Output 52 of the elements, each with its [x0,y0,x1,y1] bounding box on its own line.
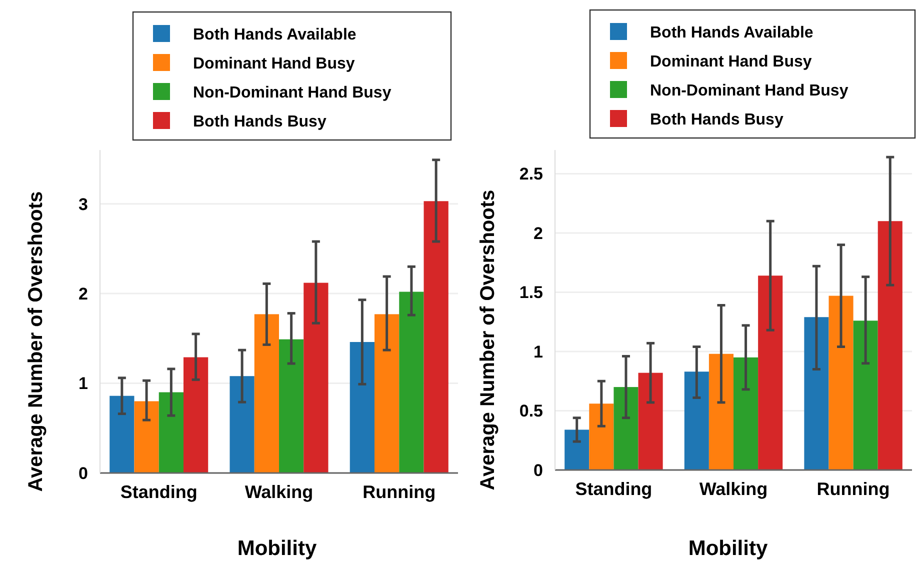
bar [804,317,829,470]
y-tick-label: 3 [78,194,88,214]
y-axis-title: Average Number of Overshoots [477,190,499,490]
y-tick-label: 1.5 [519,283,543,302]
x-tick-label: Running [362,482,436,502]
bar [350,342,375,473]
legend-label: Dominant Hand Busy [650,54,812,71]
bar [853,320,878,470]
bar [684,372,709,470]
x-axis-title: Mobility [688,537,768,560]
bar [589,404,614,470]
bar [758,276,783,470]
x-axis-title: Mobility [237,537,317,560]
bar [110,396,134,473]
x-tick-label: Walking [699,479,768,499]
y-tick-label: 0.5 [519,402,543,421]
bar [828,296,854,470]
bar [158,392,184,473]
y-tick-label: 2 [78,284,88,304]
bar [254,314,279,473]
x-tick-label: Standing [120,482,198,502]
bar [564,430,590,470]
y-tick-label: 2 [534,224,543,243]
bar [614,387,638,470]
bar [424,201,448,473]
y-tick-label: 2.5 [519,164,543,184]
bar [399,292,424,473]
y-tick-label: 1 [534,342,543,362]
bar [134,401,159,473]
bar [230,376,254,473]
legend-label: Both Hands Available [650,24,814,42]
bar [708,354,734,470]
legend-label: Dominant Hand Busy [193,56,355,73]
y-tick-label: 0 [534,460,543,480]
legend-label: Both Hands Available [193,26,356,44]
bar [374,314,400,473]
legend-label: Both Hands Busy [650,112,784,129]
bar [878,221,902,470]
y-tick-label: 0 [78,464,88,483]
legend-label: Non-Dominant Hand Busy [193,84,392,102]
y-tick-label: 1 [78,374,88,394]
bar [279,339,304,473]
x-tick-label: Walking [244,482,314,502]
bar [304,282,328,473]
x-tick-label: Running [816,479,890,499]
bar [638,372,663,470]
legend-label: Non-Dominant Hand Busy [650,82,848,100]
bar [183,357,208,473]
y-axis-title: Average Number of Overshoots [25,191,47,492]
legend-label: Both Hands Busy [193,114,326,131]
bar [734,357,758,470]
x-tick-label: Standing [575,479,652,499]
